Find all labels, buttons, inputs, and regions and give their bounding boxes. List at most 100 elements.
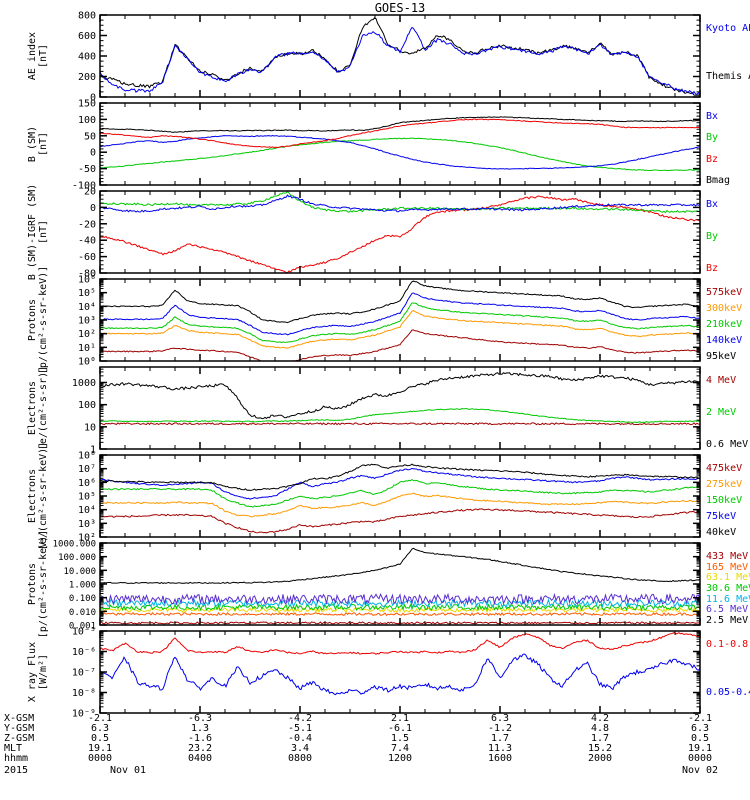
axis-value-z-gsm-4: 1.7 <box>490 733 510 744</box>
tick-label: 10⁸ <box>78 451 96 462</box>
series-11-6-mev <box>100 597 700 609</box>
series-bx <box>100 134 700 170</box>
axis-value-hhmm-6: 0000 <box>687 753 713 764</box>
tick-label: 10 <box>84 422 96 433</box>
panel-frame-electrons-mev <box>99 366 701 450</box>
tick-label: 10⁰ <box>78 357 96 368</box>
panel-frame-b-sm-igrf <box>99 190 701 274</box>
tick-label: 10⁵ <box>78 288 96 299</box>
tick-label: 1.000 <box>69 581 96 591</box>
tick-label: -60 <box>78 252 96 263</box>
tick-label: 50 <box>84 131 96 142</box>
legend-electrons-kev-475kev: 475keV <box>706 463 743 474</box>
tick-label: 10⁶ <box>78 478 96 489</box>
series-95kev <box>100 280 700 324</box>
series-4-mev <box>100 422 700 426</box>
tick-label: 0 <box>90 203 96 214</box>
legend-ae-index-themis-ae: Themis AE <box>706 71 750 82</box>
series-300kev <box>100 310 700 349</box>
axis-value-hhmm-4: 1600 <box>487 753 513 764</box>
tick-label: 100.000 <box>58 553 96 563</box>
tick-label: 1 <box>90 445 96 456</box>
tick-label: 0 <box>90 148 96 159</box>
tick-label: 20 <box>84 187 96 198</box>
series-0-6-mev <box>100 372 700 420</box>
series-kyoto-ae <box>100 26 700 96</box>
tick-label: -100 <box>72 181 96 192</box>
tick-label: 150 <box>78 99 96 110</box>
axis-value-mlt-3: 7.4 <box>390 743 410 754</box>
tick-label: 10¹ <box>78 343 96 354</box>
tick-label: 10⁻⁸ <box>72 688 96 699</box>
axis-value-x-gsm-6: -2.1 <box>687 713 713 724</box>
panel-frame-b-sm <box>99 102 701 186</box>
axis-row-label-2015: 2015 <box>4 765 29 776</box>
axis-value-z-gsm-1: -1.6 <box>187 733 213 744</box>
tick-label: 0.010 <box>69 608 96 618</box>
tick-label: 10⁻⁹ <box>72 709 96 720</box>
series-6-5-mev <box>100 592 700 606</box>
tick-label: -40 <box>78 236 96 247</box>
series-30-6-mev <box>100 603 700 612</box>
legend-b-sm-igrf-bz: Bz <box>706 263 719 274</box>
legend-electrons-kev-40kev: 40keV <box>706 527 737 538</box>
legend-protons-kev-210kev: 210keV <box>706 319 743 330</box>
legend-protons-kev-575kev: 575keV <box>706 287 743 298</box>
series-63-1-mev <box>100 606 700 614</box>
axis-value-mlt-4: 11.3 <box>487 743 513 754</box>
axis-value-2015-0: Nov 01 <box>109 765 147 776</box>
axis-row-label-x-gsm: X-GSM <box>4 713 35 724</box>
legend-electrons-mev-2-mev: 2 MeV <box>706 407 737 418</box>
legend-protons-mev-30-6-mev: 30.6 MeV <box>706 583 750 594</box>
axis-value-x-gsm-1: -6.3 <box>187 713 213 724</box>
axis-value-z-gsm-3: 1.5 <box>390 733 410 744</box>
series-475kev <box>100 508 700 534</box>
y-axis-label-protons-kev: Protons [p/(cm²-s-sr-keV)] <box>27 265 49 375</box>
series-40kev <box>100 463 700 491</box>
legend-protons-kev-95kev: 95keV <box>706 351 737 362</box>
axis-value-z-gsm-6: 0.5 <box>690 733 710 744</box>
series-bmag <box>100 116 700 133</box>
axis-value-y-gsm-1: 1.3 <box>190 723 210 734</box>
axis-value-y-gsm-2: -5.1 <box>287 723 313 734</box>
legend-xray-flux-0-05-0-4-nm: 0.05-0.4 nm <box>706 687 750 698</box>
axis-value-z-gsm-5: 1.7 <box>590 733 610 744</box>
y-axis-label-electrons-mev: Electrons [e/(cm²-s-sr)] <box>27 365 49 451</box>
axis-row-label-z-gsm: Z-GSM <box>4 733 35 744</box>
tick-label: 200 <box>78 72 96 83</box>
axis-value-mlt-6: 19.1 <box>687 743 713 754</box>
series-0-1-0-8-nm <box>100 631 700 655</box>
tick-label: 0.001 <box>69 622 96 632</box>
series-bx <box>100 194 700 213</box>
chart-title: GOES-13 <box>374 1 426 15</box>
tick-label: 10⁴ <box>78 505 96 516</box>
axis-value-hhmm-1: 0400 <box>187 753 213 764</box>
legend-protons-kev-300kev: 300keV <box>706 303 743 314</box>
panel-frame-xray-flux <box>99 630 701 714</box>
y-axis-label-xray-flux: X ray Flux [W/m²] <box>27 641 49 703</box>
tick-label: 0 <box>90 93 96 104</box>
series-75kev <box>100 467 700 500</box>
axis-value-x-gsm-3: 2.1 <box>390 713 410 724</box>
tick-label: 10⁵ <box>78 492 96 503</box>
axis-value-y-gsm-4: -1.2 <box>487 723 513 734</box>
tick-label: 1000.000 <box>53 540 96 550</box>
tick-label: 600 <box>78 31 96 42</box>
tick-label: 800 <box>78 11 96 22</box>
tick-label: 1000 <box>72 378 96 389</box>
axis-value-z-gsm-2: -0.4 <box>287 733 313 744</box>
series-275kev <box>100 492 700 518</box>
axis-value-y-gsm-6: 6.3 <box>690 723 710 734</box>
tick-label: 10³ <box>78 316 96 327</box>
tick-label: 400 <box>78 52 96 63</box>
legend-electrons-mev-0-6-mev: 0.6 MeV <box>706 439 749 450</box>
legend-b-sm-igrf-by: By <box>706 231 719 242</box>
axis-value-2015-6: Nov 02 <box>681 765 719 776</box>
tick-label: 10⁻⁶ <box>72 647 96 658</box>
tick-label: 10⁻⁷ <box>72 668 96 679</box>
legend-b-sm-bz: Bz <box>706 153 719 165</box>
tick-label: -80 <box>78 269 96 280</box>
axis-value-hhmm-2: 0800 <box>287 753 313 764</box>
axis-value-mlt-1: 23.2 <box>187 743 213 754</box>
